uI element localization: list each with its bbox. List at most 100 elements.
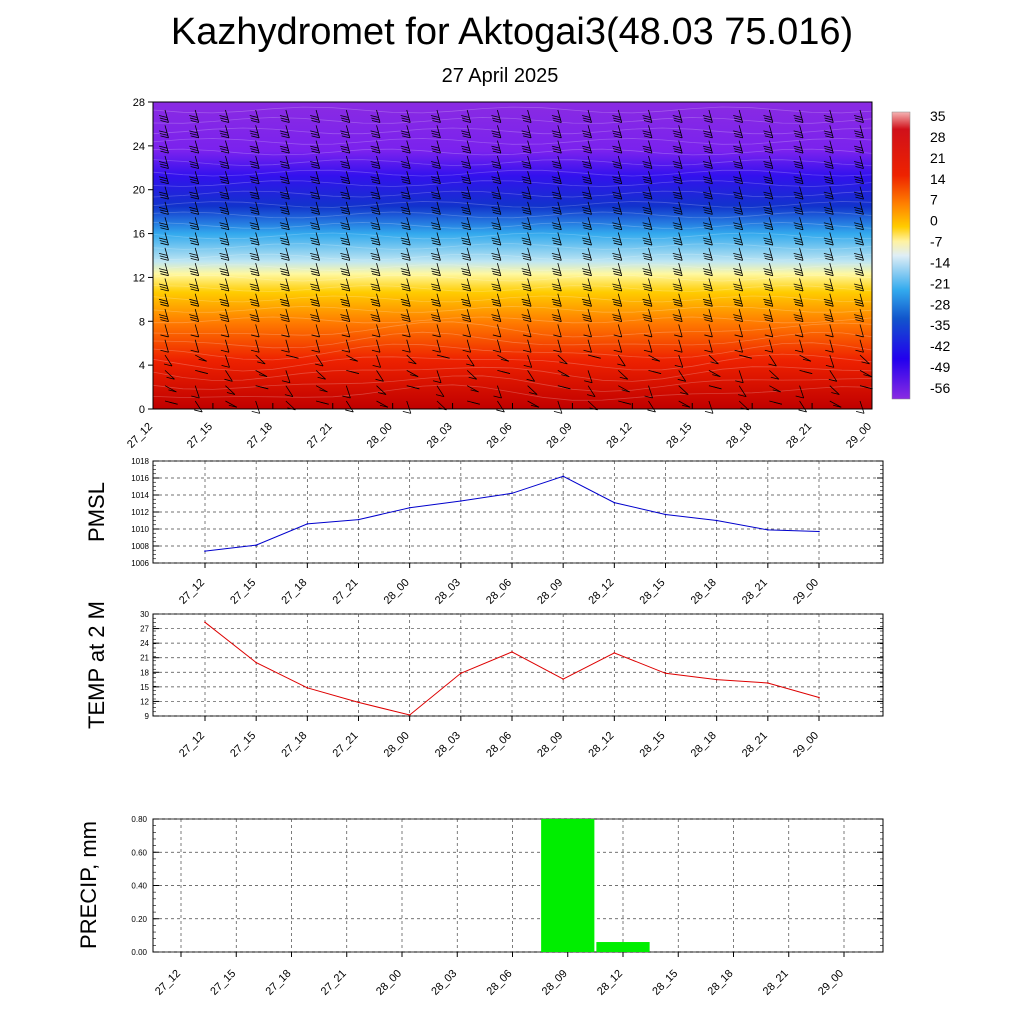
wind-barb-flag — [492, 240, 501, 243]
wind-barb-shaft — [194, 247, 200, 261]
wind-barb-shaft — [497, 217, 502, 230]
wind-barb-shaft — [527, 293, 532, 307]
wind-barb-flag — [411, 386, 420, 390]
wind-barb — [708, 385, 722, 390]
wind-barb-flag — [370, 283, 379, 287]
wind-barb — [492, 324, 502, 338]
wind-barb-shaft — [678, 125, 683, 138]
wind-barb — [793, 125, 804, 139]
wind-barb-flag — [371, 209, 380, 213]
wind-barb-flag — [341, 181, 350, 185]
wind-barb-flag — [592, 355, 601, 359]
wind-barb — [859, 385, 873, 390]
wind-barb-flag — [553, 303, 562, 307]
wind-barb-flag — [764, 196, 773, 200]
wind-barb — [281, 339, 290, 353]
wind-barb-flag — [702, 145, 712, 149]
wind-barb-shaft — [768, 247, 774, 261]
wind-barb — [582, 278, 592, 292]
y-tick-label: 1006 — [131, 559, 149, 568]
wind-barb-flag — [371, 316, 380, 320]
wind-barb-flag — [190, 150, 199, 154]
wind-barb-flag — [340, 194, 350, 197]
wind-barb — [400, 155, 411, 169]
wind-barb-flag — [250, 301, 259, 305]
wind-barb — [582, 186, 592, 200]
wind-barb-flag — [279, 222, 289, 226]
wind-barb — [466, 370, 477, 380]
wind-barb-shaft — [497, 125, 502, 138]
wind-barb-shaft — [678, 385, 689, 395]
wind-barb-flag — [733, 268, 742, 272]
wind-barb-shaft — [466, 186, 472, 200]
wind-barb-flag — [462, 120, 471, 123]
wind-barb-flag — [794, 212, 804, 215]
contour-line — [152, 201, 873, 208]
wind-barb-flag — [279, 145, 289, 149]
wind-barb — [497, 369, 511, 374]
wind-barb — [612, 293, 623, 307]
wind-barb-flag — [854, 224, 863, 228]
wind-barb-flag — [643, 242, 653, 246]
wind-barb-flag — [491, 237, 500, 241]
wind-barb — [586, 385, 596, 398]
wind-barb-flag — [643, 135, 653, 139]
wind-barb — [346, 369, 359, 374]
wind-barb-flag — [522, 303, 532, 307]
wind-barb-flag — [311, 166, 320, 169]
wind-barb — [853, 201, 864, 215]
wind-barb-flag — [674, 120, 683, 123]
wind-barb — [195, 354, 207, 362]
wind-barb — [582, 293, 592, 307]
wind-barb-flag — [401, 194, 410, 197]
wind-barb — [461, 155, 472, 169]
wind-barb-flag — [251, 227, 260, 231]
wind-barb — [613, 339, 623, 353]
wind-barb-flag — [674, 349, 683, 353]
wind-barb — [189, 125, 200, 139]
wind-barb — [617, 354, 626, 367]
wind-barb — [853, 308, 864, 323]
wind-barb-flag — [582, 176, 591, 180]
wind-barb-flag — [521, 130, 530, 134]
wind-barb — [793, 109, 804, 123]
y-tick-label: 0.40 — [131, 882, 147, 891]
wind-barb — [340, 308, 351, 323]
wind-barb-shaft — [768, 171, 774, 184]
colorbar-label: -49 — [930, 359, 950, 375]
wind-barb-shaft — [648, 186, 653, 200]
wind-barb — [612, 201, 623, 215]
wind-barb — [225, 385, 236, 395]
wind-barb-flag — [462, 212, 471, 215]
wind-barb-flag — [462, 303, 471, 307]
wind-barb-shaft — [557, 140, 562, 154]
wind-barb-flag — [704, 257, 713, 261]
wind-barb — [799, 354, 812, 362]
wind-barb — [219, 217, 230, 231]
wind-barb-shaft — [345, 171, 351, 184]
wind-barb-flag — [824, 286, 833, 289]
wind-barb — [221, 354, 230, 368]
wind-barb — [430, 263, 441, 277]
wind-barb-flag — [612, 283, 621, 287]
wind-barb-shaft — [164, 217, 169, 230]
wind-barb-shaft — [799, 354, 812, 362]
colorbar-label: -21 — [930, 275, 950, 291]
wind-barb — [829, 385, 840, 395]
wind-barb-flag — [733, 224, 743, 228]
wind-barb-flag — [764, 240, 773, 243]
x-tick-label: 27_21 — [319, 968, 349, 998]
wind-barb-flag — [582, 130, 591, 134]
y-tick-label: 0.20 — [131, 915, 147, 924]
wind-barb-flag — [522, 166, 532, 169]
wind-barb-shaft — [587, 263, 592, 276]
wind-barb — [164, 400, 178, 405]
wind-barb-shaft — [255, 109, 260, 123]
wind-barb-flag — [189, 237, 198, 241]
wind-barb-flag — [613, 196, 622, 200]
wind-barb-flag — [553, 196, 562, 200]
wind-barb — [462, 324, 472, 338]
temp-frame — [152, 613, 884, 717]
wind-barb-flag — [522, 132, 531, 136]
